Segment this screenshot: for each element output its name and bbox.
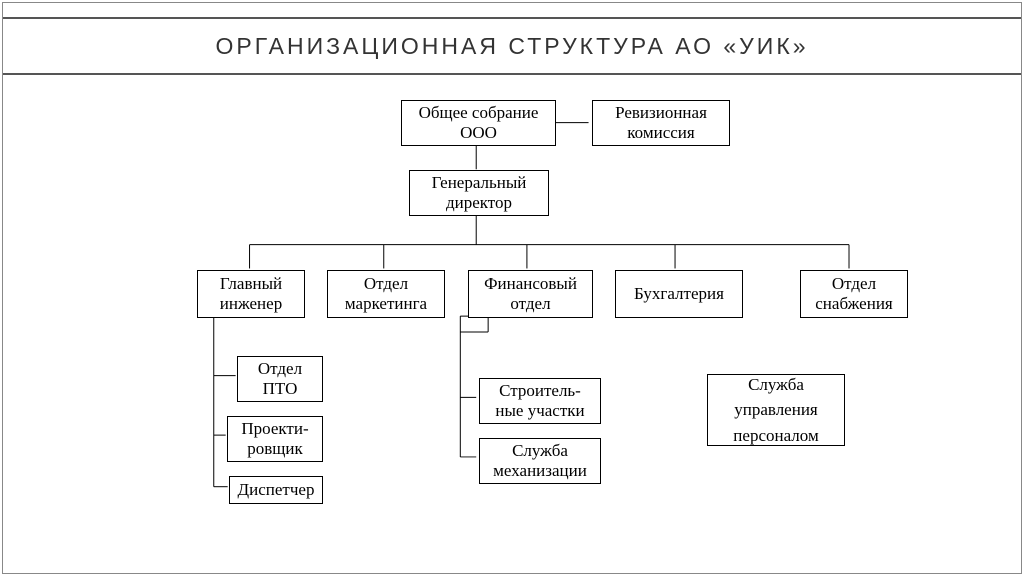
node-assembly: Общее собрание ООО: [401, 100, 556, 146]
chart-canvas: Общее собрание ООО Ревизионная комиссия …: [3, 78, 1021, 573]
node-mech: Служба механизации: [479, 438, 601, 484]
node-engineer: Главный инженер: [197, 270, 305, 318]
node-designer: Проекти- ровщик: [227, 416, 323, 462]
node-accounting: Бухгалтерия: [615, 270, 743, 318]
page-title: ОРГАНИЗАЦИОННАЯ СТРУКТУРА АО «УИК»: [215, 33, 808, 60]
node-revision: Ревизионная комиссия: [592, 100, 730, 146]
outer-frame: ОРГАНИЗАЦИОННАЯ СТРУКТУРА АО «УИК»: [2, 2, 1022, 574]
connectors: [3, 78, 1021, 573]
title-band: ОРГАНИЗАЦИОННАЯ СТРУКТУРА АО «УИК»: [3, 17, 1021, 75]
node-dispatcher: Диспетчер: [229, 476, 323, 504]
node-hr: Служба управления персоналом: [707, 374, 845, 446]
node-director: Генеральный директор: [409, 170, 549, 216]
node-finance: Финансовый отдел: [468, 270, 593, 318]
node-construct: Строитель- ные участки: [479, 378, 601, 424]
node-supply: Отдел снабжения: [800, 270, 908, 318]
node-marketing: Отдел маркетинга: [327, 270, 445, 318]
node-pto: Отдел ПТО: [237, 356, 323, 402]
